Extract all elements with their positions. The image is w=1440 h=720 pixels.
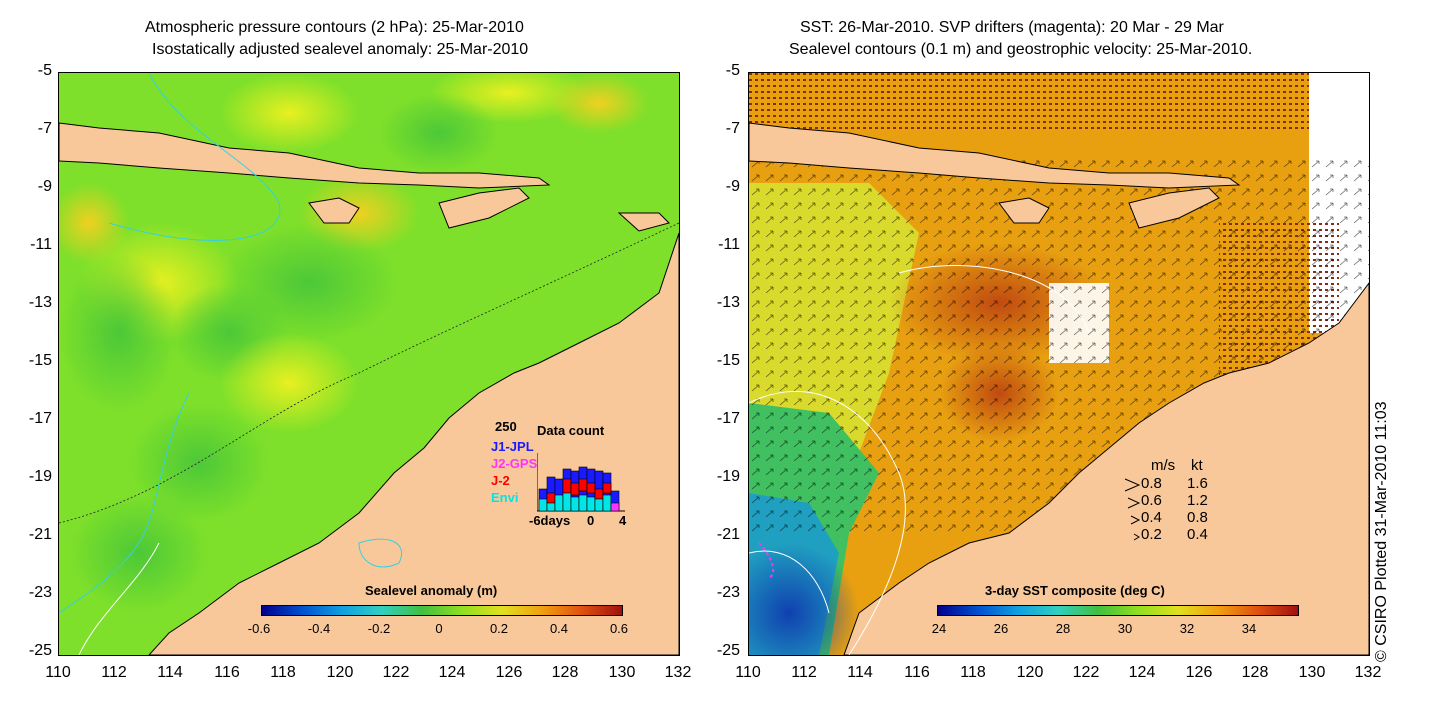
lat-tick: -21 — [28, 526, 52, 543]
lat-tick: -25 — [28, 642, 52, 659]
lon-tick: 110 — [45, 664, 71, 681]
lat-tick: -15 — [28, 352, 52, 369]
lat-tick: -7 — [725, 120, 740, 137]
right-cb-tick-0: 24 — [931, 621, 947, 636]
inset-series-envi: Envi — [491, 490, 519, 505]
inset-series-j1jpl: J1-JPL — [491, 439, 534, 454]
lon-tick: 128 — [551, 664, 579, 681]
lat-tick: -17 — [28, 410, 52, 427]
lat-tick: -19 — [716, 468, 740, 485]
left-cb-tick-3: 0 — [435, 621, 443, 636]
inset-x-mid: 0 — [587, 513, 595, 528]
lon-tick: 124 — [1128, 664, 1156, 681]
lon-tick: 132 — [664, 664, 692, 681]
inset-x-start: -6days — [529, 513, 571, 528]
csiro-credit: © CSIRO Plotted 31-Mar-2010 11:03 — [1373, 401, 1390, 662]
velocity-row-3-kt: 0.4 — [1187, 526, 1208, 543]
right-title-line2: Sealevel contours (0.1 m) and geostrophi… — [789, 41, 1253, 58]
lon-tick: 118 — [960, 664, 986, 681]
right-cb-tick-4: 32 — [1179, 621, 1195, 636]
lat-tick: -11 — [718, 236, 740, 253]
lon-tick: 116 — [904, 664, 930, 681]
lat-tick: -17 — [716, 410, 740, 427]
lat-tick: -19 — [28, 468, 52, 485]
lon-tick: 112 — [101, 664, 127, 681]
right-cb-tick-1: 26 — [993, 621, 1009, 636]
lon-tick: 126 — [495, 664, 523, 681]
right-cb-tick-3: 30 — [1117, 621, 1133, 636]
velocity-row-2-kt: 0.8 — [1187, 509, 1208, 526]
lon-tick: 118 — [270, 664, 296, 681]
lat-tick: -21 — [716, 526, 740, 543]
lon-tick: 122 — [382, 664, 410, 681]
left-colorbar-title: Sealevel anomaly (m) — [365, 583, 498, 598]
lon-tick: 116 — [214, 664, 240, 681]
left-colorbar — [261, 605, 623, 616]
velocity-row-3-ms: 0.2 — [1141, 526, 1162, 543]
velocity-header-ms: m/s — [1151, 457, 1176, 474]
left-title-line1: Atmospheric pressure contours (2 hPa): 2… — [145, 19, 524, 36]
lon-tick: 128 — [1241, 664, 1269, 681]
lon-tick: 120 — [326, 664, 354, 681]
inset-bars — [537, 453, 625, 512]
right-cb-tick-5: 34 — [1241, 621, 1257, 636]
inset-max-label: 250 — [495, 419, 517, 434]
left-cb-tick-0: -0.6 — [247, 621, 271, 636]
lat-tick: -11 — [30, 236, 52, 253]
lon-tick: 132 — [1354, 664, 1382, 681]
lon-tick: 124 — [438, 664, 466, 681]
lat-tick: -9 — [725, 178, 740, 195]
lat-tick: -23 — [28, 584, 52, 601]
inset-series-j2: J-2 — [491, 473, 510, 488]
velocity-row-0-kt: 1.6 — [1187, 475, 1208, 492]
lon-tick: 110 — [735, 664, 761, 681]
velocity-row-1-kt: 1.2 — [1187, 492, 1208, 509]
velocity-header-kt: kt — [1191, 457, 1203, 474]
inset-series-j2gps: J2-GPS — [491, 456, 538, 471]
lat-tick: -13 — [716, 294, 740, 311]
sst-map: m/s kt 0.8 1.6 0.6 1.2 0.4 0.8 0.2 0.4 3… — [748, 72, 1370, 656]
lon-tick: 114 — [847, 664, 873, 681]
velocity-row-2-ms: 0.4 — [1141, 509, 1162, 526]
velocity-arrow-icons — [1124, 478, 1141, 541]
lat-tick: -5 — [37, 62, 52, 79]
sst-svg — [749, 73, 1369, 655]
sealevel-anomaly-svg — [59, 73, 679, 655]
lat-tick: -25 — [716, 642, 740, 659]
lon-tick: 120 — [1016, 664, 1044, 681]
lon-tick: 112 — [791, 664, 817, 681]
lat-tick: -13 — [28, 294, 52, 311]
velocity-row-1-ms: 0.6 — [1141, 492, 1162, 509]
lon-tick: 130 — [1298, 664, 1326, 681]
inset-x-end: 4 — [619, 513, 627, 528]
data-count-inset: 250 Data count J1-JPL J2-GPS J-2 Envi -6… — [489, 419, 639, 529]
lon-tick: 130 — [608, 664, 636, 681]
left-cb-tick-2: -0.2 — [367, 621, 391, 636]
right-colorbar — [937, 605, 1299, 616]
right-cb-tick-2: 28 — [1055, 621, 1071, 636]
right-colorbar-title: 3-day SST composite (deg C) — [985, 583, 1165, 598]
left-cb-tick-5: 0.4 — [549, 621, 569, 636]
left-cb-tick-4: 0.2 — [489, 621, 509, 636]
sealevel-anomaly-map: 250 Data count J1-JPL J2-GPS J-2 Envi -6… — [58, 72, 680, 656]
lat-tick: -7 — [37, 120, 52, 137]
lat-tick: -23 — [716, 584, 740, 601]
left-title-line2: Isostatically adjusted sealevel anomaly:… — [152, 41, 529, 58]
inset-title: Data count — [537, 423, 605, 438]
velocity-row-0-ms: 0.8 — [1141, 475, 1162, 492]
left-cb-tick-6: 0.6 — [609, 621, 629, 636]
lon-tick: 122 — [1072, 664, 1100, 681]
right-title-line1: SST: 26-Mar-2010. SVP drifters (magenta)… — [800, 19, 1224, 36]
lat-tick: -5 — [725, 62, 740, 79]
left-cb-tick-1: -0.4 — [307, 621, 331, 636]
lon-tick: 114 — [157, 664, 183, 681]
lat-tick: -15 — [716, 352, 740, 369]
lat-tick: -9 — [37, 178, 52, 195]
lon-tick: 126 — [1185, 664, 1213, 681]
